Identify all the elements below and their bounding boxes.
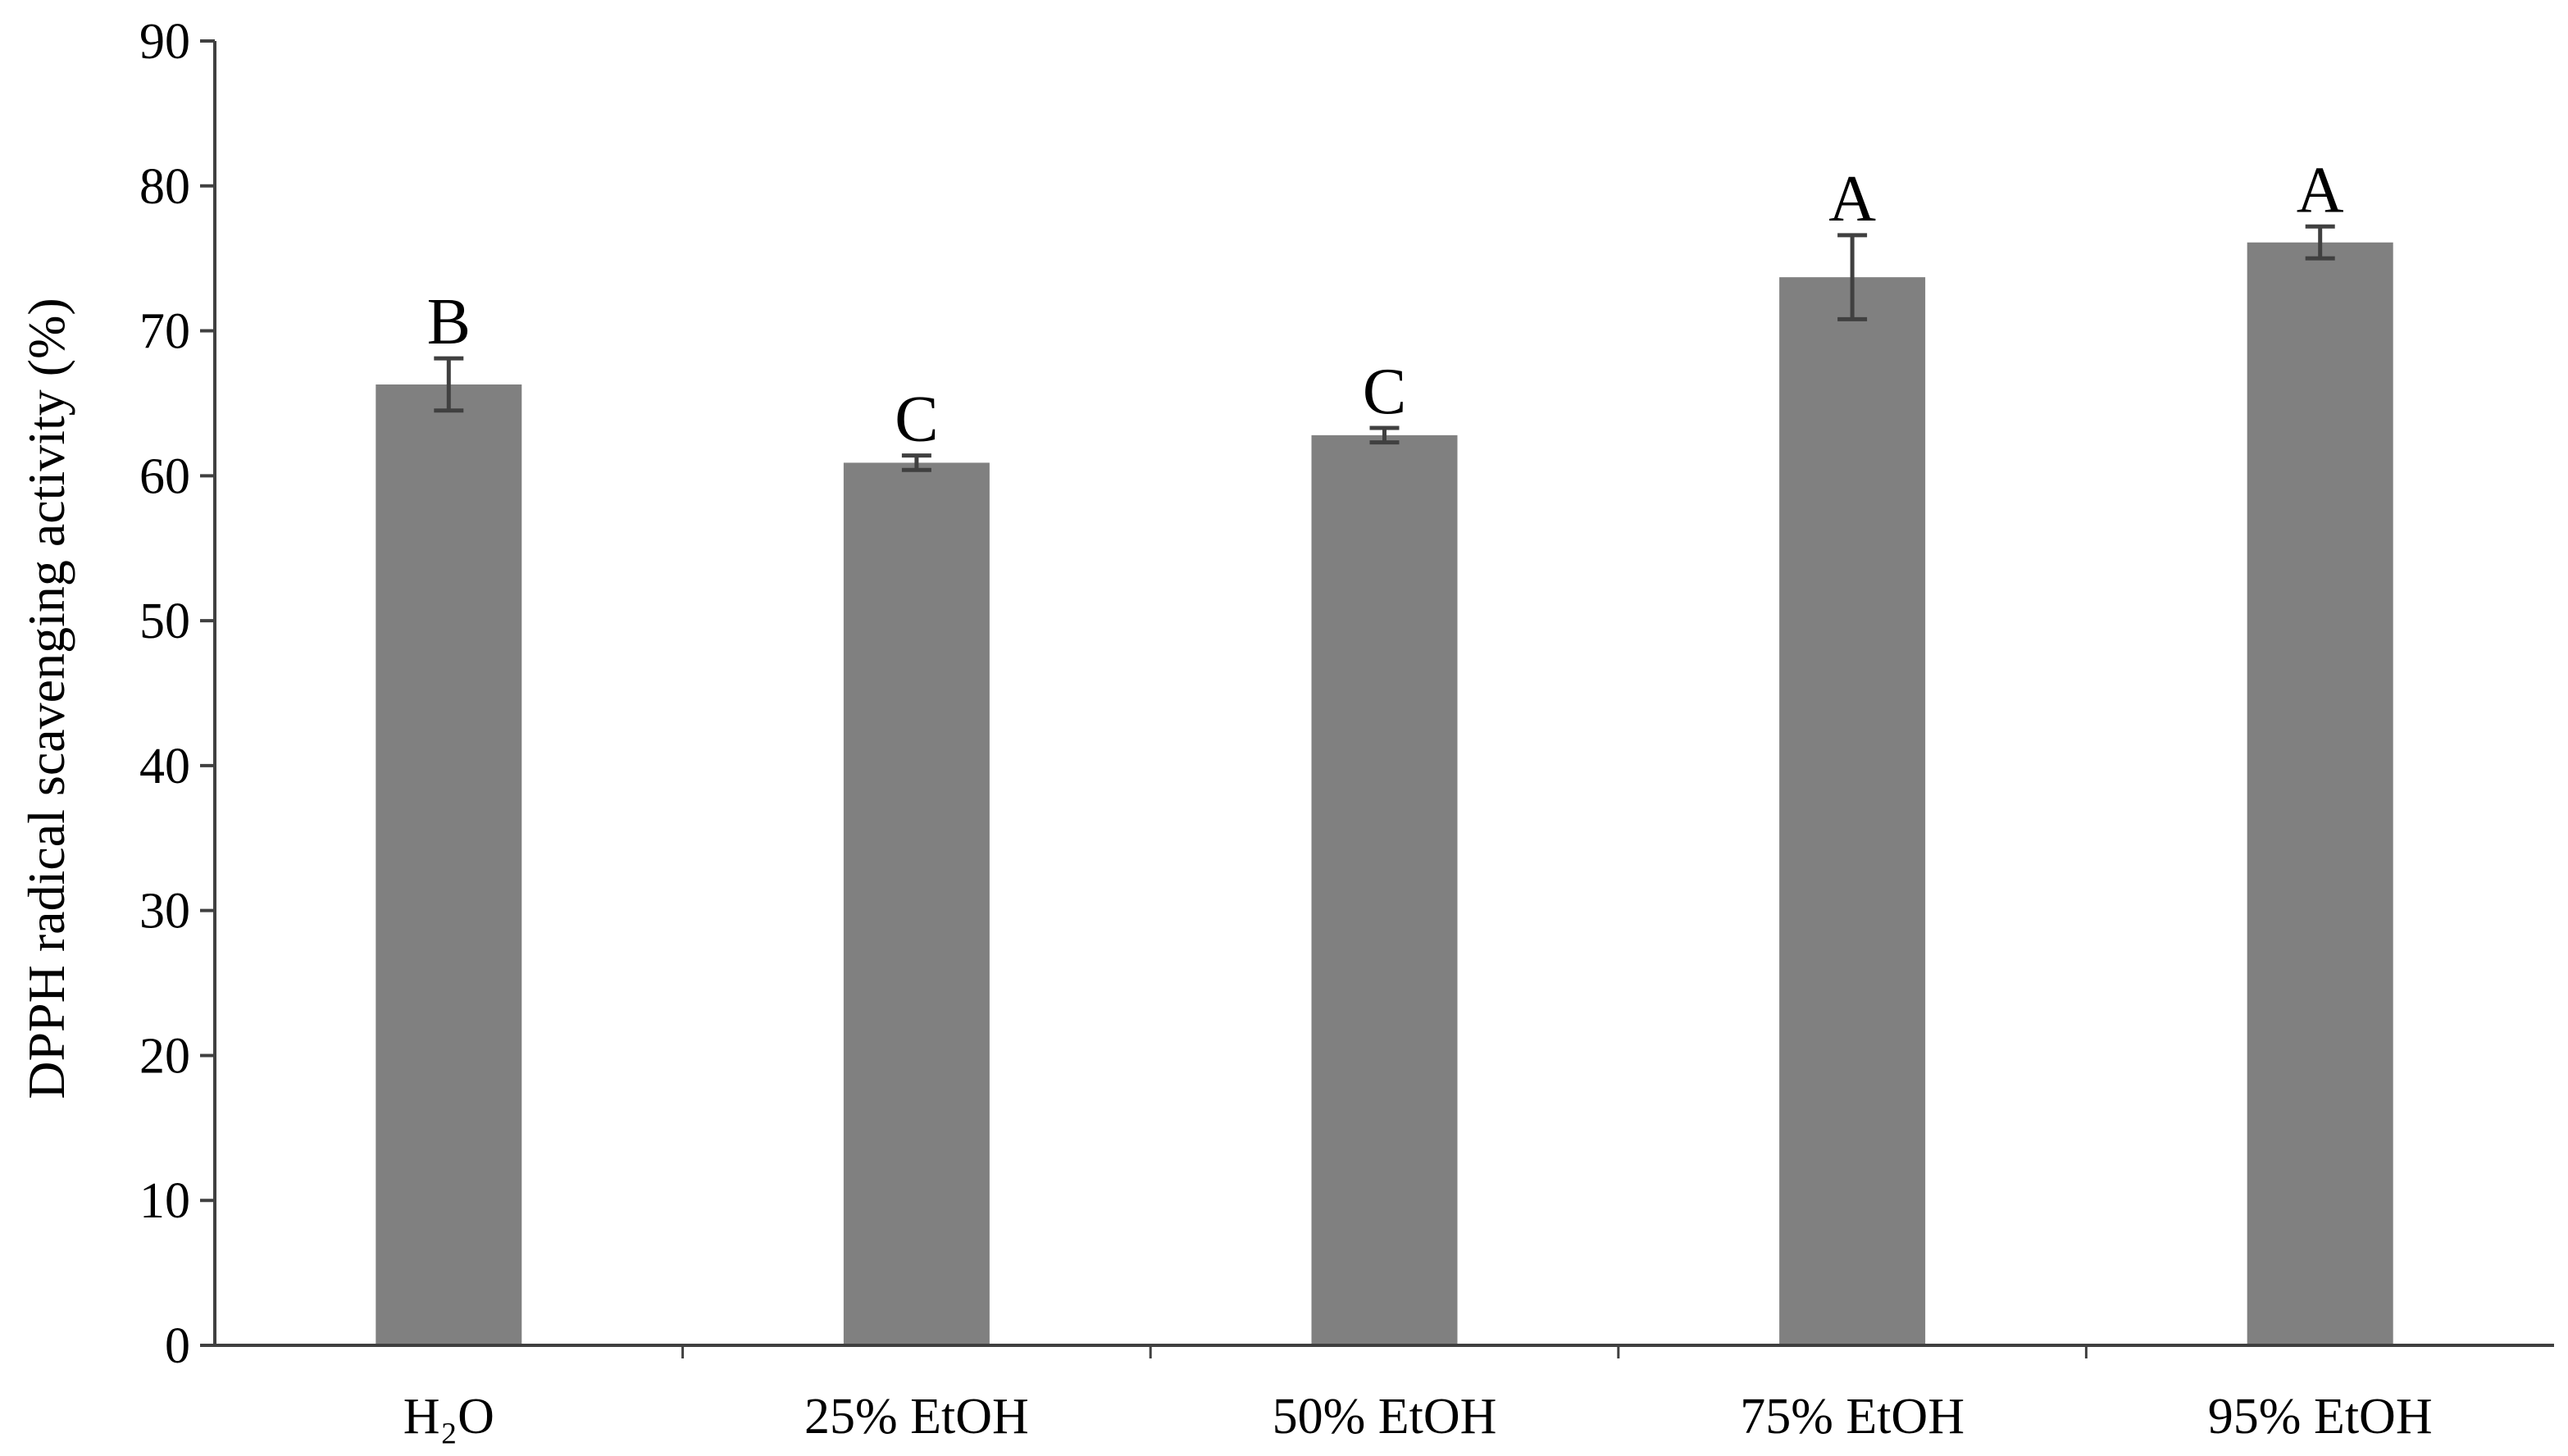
- significance-letter: C: [1363, 356, 1406, 428]
- y-tick-label: 90: [139, 14, 190, 70]
- bar: [1311, 435, 1458, 1345]
- x-category-label: 95% EtOH: [2208, 1389, 2433, 1445]
- x-category-label: 75% EtOH: [1740, 1389, 1965, 1445]
- y-tick-label: 10: [139, 1173, 190, 1229]
- y-tick-label: 60: [139, 448, 190, 504]
- significance-labels: B C C A A: [427, 154, 2344, 455]
- y-axis-title: DPPH radical scavenging activity (%): [17, 298, 75, 1099]
- error-bars: [434, 224, 2335, 472]
- y-axis-ticks: 0 10 20 30 40 50 60 70 80 90: [139, 14, 215, 1374]
- y-tick-label: 40: [139, 739, 190, 794]
- x-category-label: 50% EtOH: [1273, 1389, 1497, 1445]
- significance-letter: A: [2297, 154, 2344, 226]
- bar: [2247, 242, 2393, 1346]
- y-tick-label: 80: [139, 159, 190, 215]
- y-tick-label: 20: [139, 1028, 190, 1084]
- bar: [376, 384, 522, 1345]
- y-tick-label: 70: [139, 304, 190, 360]
- significance-letter: C: [895, 384, 938, 456]
- x-category-label: 25% EtOH: [804, 1389, 1029, 1445]
- bars: [376, 242, 2393, 1346]
- y-tick-label: 50: [139, 594, 190, 649]
- significance-letter: A: [1828, 163, 1876, 235]
- bar: [843, 462, 990, 1345]
- significance-letter: B: [427, 286, 471, 358]
- x-axis-categories: H₂O 25% EtOH 50% EtOH 75% EtOH 95% EtOH: [403, 1345, 2433, 1445]
- bar: [1779, 277, 1926, 1346]
- y-tick-label: 30: [139, 884, 190, 940]
- y-tick-label: 0: [165, 1318, 190, 1374]
- x-category-label: H₂O: [403, 1389, 494, 1445]
